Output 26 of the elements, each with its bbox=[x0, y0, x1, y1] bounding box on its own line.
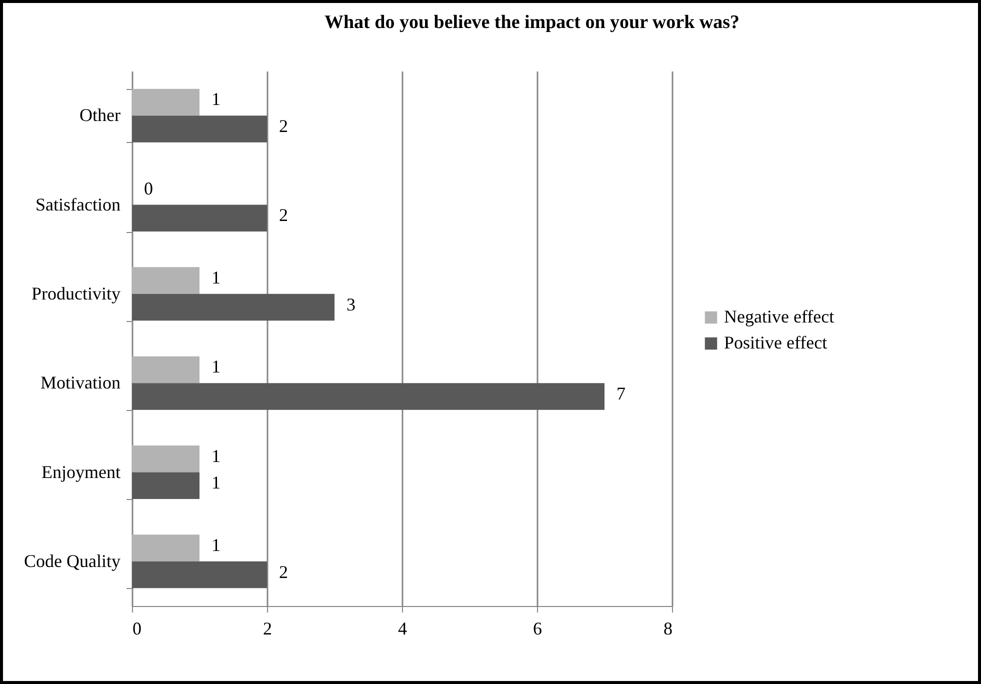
data-label: 2 bbox=[279, 116, 288, 136]
data-label: 1 bbox=[212, 472, 220, 493]
data-label: 1 bbox=[212, 89, 220, 110]
y-tick-label: Motivation bbox=[40, 372, 120, 393]
y-tick-label: Code Quality bbox=[24, 550, 120, 571]
y-tick-label: Productivity bbox=[32, 283, 120, 304]
data-label: 1 bbox=[212, 535, 220, 556]
data-label: 2 bbox=[279, 205, 288, 226]
data-label: 0 bbox=[144, 178, 153, 198]
data-label: 1 bbox=[212, 356, 220, 377]
data-label: 2 bbox=[279, 562, 288, 582]
legend-label: Positive effect bbox=[724, 332, 828, 352]
data-label: 1 bbox=[212, 268, 220, 288]
y-tick-label: Satisfaction bbox=[36, 194, 120, 214]
chart-title: What do you believe the impact on your work was? bbox=[324, 12, 740, 33]
x-tick-label: 0 bbox=[132, 618, 142, 638]
legend-label: Negative effect bbox=[724, 306, 834, 326]
x-tick-label: 4 bbox=[398, 618, 407, 638]
x-tick-label: 2 bbox=[263, 618, 272, 638]
x-tick-label: 6 bbox=[533, 618, 542, 638]
x-tick-label: 8 bbox=[664, 618, 672, 638]
data-label: 3 bbox=[346, 294, 356, 314]
y-tick-label: Other bbox=[80, 105, 121, 126]
data-label: 7 bbox=[616, 383, 626, 404]
data-label: 1 bbox=[212, 446, 220, 466]
y-tick-label: Enjoyment bbox=[42, 462, 120, 482]
